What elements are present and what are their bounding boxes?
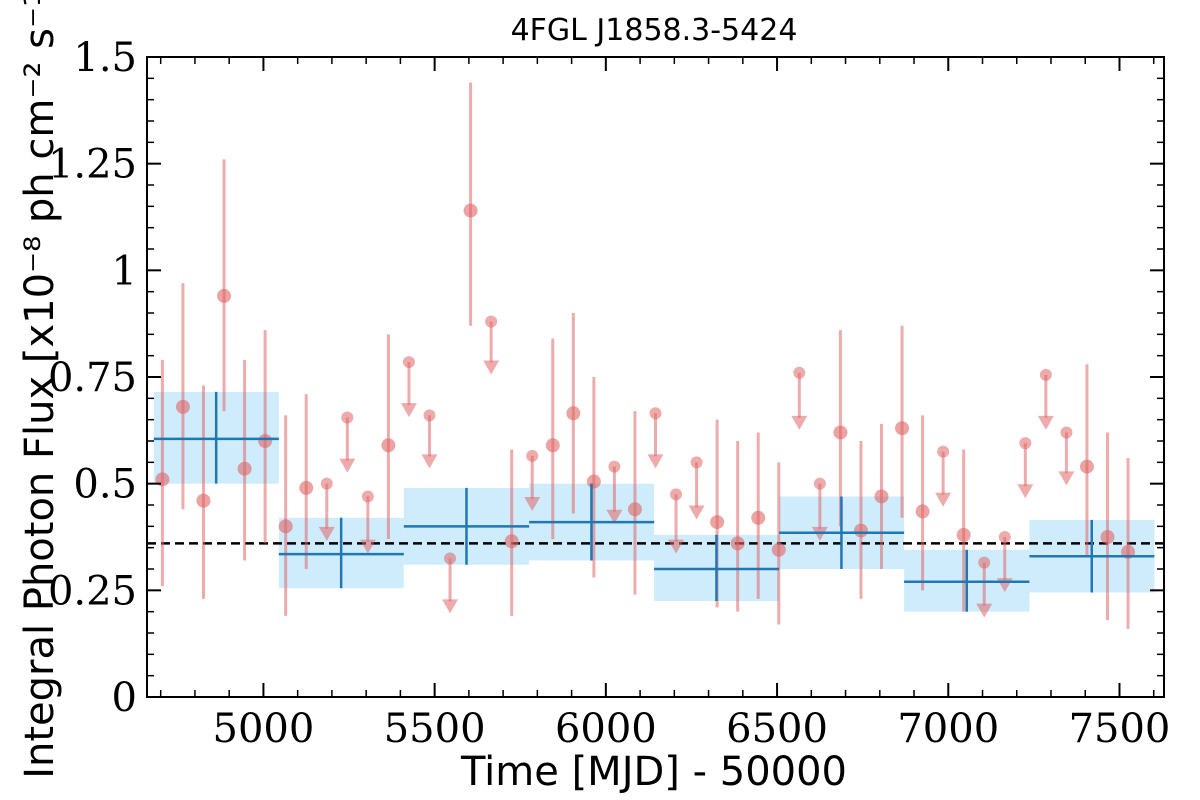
upper-limit-point (423, 409, 436, 422)
upper-limit-point (690, 456, 703, 469)
x-tick-label: 6500 (726, 706, 828, 752)
detection-point (545, 438, 560, 453)
upper-limit-arrow (483, 360, 500, 375)
y-tick-label: 0.5 (73, 462, 137, 508)
detection-point (196, 493, 211, 508)
upper-limit-arrow (791, 415, 808, 430)
upper-limit-arrow (647, 454, 664, 469)
detection-point (237, 461, 252, 476)
upper-limit-arrow (1058, 471, 1075, 486)
detection-point (1100, 530, 1115, 544)
y-tick-label: 1 (112, 248, 137, 294)
y-tick-label: 0.25 (48, 568, 137, 614)
upper-limit-arrow (339, 458, 356, 473)
x-tick-label: 7500 (1069, 706, 1171, 752)
detection-point (895, 421, 910, 436)
detection-point (627, 502, 642, 517)
upper-limit-point (813, 477, 826, 490)
upper-limit-point (485, 315, 498, 328)
upper-limit-point (998, 531, 1011, 543)
yearly-bin-markers (153, 391, 1155, 612)
y-tick-label: 0.75 (48, 355, 137, 401)
upper-limit-point (608, 460, 621, 473)
upper-limit-point (937, 445, 950, 458)
detection-point (504, 534, 519, 549)
detection-point (710, 515, 725, 530)
detection-point (566, 406, 581, 421)
detection-point (463, 203, 478, 218)
upper-limit-point (649, 407, 662, 420)
detection-point (258, 434, 273, 448)
upper-limit-point (978, 556, 991, 569)
upper-limit-arrow (668, 539, 685, 554)
detection-point (175, 399, 190, 414)
upper-limit-point (670, 488, 683, 501)
upper-limit-point (320, 477, 333, 490)
upper-limit-point (444, 552, 457, 565)
y-axis-label: Integral Photon Flux [x10⁻⁸ ph cm⁻² s⁻¹] (17, 0, 63, 779)
upper-limit-arrow (1017, 484, 1034, 499)
detection-point (586, 474, 601, 489)
upper-limit-point (402, 356, 415, 369)
detection-point (751, 510, 766, 525)
chart-title: 4FGL J1858.3-5424 (511, 13, 798, 48)
y-tick-label: 1.25 (48, 142, 137, 188)
y-tick-label: 1.5 (73, 35, 137, 81)
detection-point (956, 527, 971, 542)
upper-limit-point (1060, 426, 1073, 439)
detection-point (730, 536, 745, 551)
x-tick-label: 7000 (897, 706, 999, 752)
upper-limit-arrow (976, 603, 993, 618)
upper-limit-arrow (421, 454, 438, 469)
upper-limit-point (341, 411, 354, 424)
axis-ticks: 5000 5500 6000 6500 7000 7500 0 0.25 0.5 0.75 1 1.2… (48, 35, 1170, 752)
upper-limit-arrow (400, 403, 417, 418)
detection-point (853, 523, 868, 538)
detection-point (1079, 459, 1094, 474)
upper-limit-arrow (524, 497, 541, 511)
x-tick-label: 5000 (213, 706, 315, 752)
upper-limit-arrow (606, 509, 623, 524)
upper-limit-arrow (1037, 415, 1054, 430)
upper-limit-arrow (935, 492, 952, 507)
detection-point (278, 519, 293, 534)
detection-point (381, 438, 396, 453)
detection-point (217, 288, 232, 303)
x-tick-label: 6000 (555, 706, 657, 752)
upper-limit-point (526, 449, 539, 462)
upper-limit-arrow (359, 539, 376, 554)
upper-limit-arrow (688, 505, 705, 520)
detection-point (299, 480, 314, 495)
upper-limit-point (361, 490, 374, 503)
detection-point (915, 504, 930, 519)
detection-point (833, 425, 848, 440)
y-tick-label: 0 (112, 675, 137, 721)
x-tick-label: 5500 (384, 706, 486, 752)
upper-limit-point (793, 366, 806, 379)
detection-point (874, 489, 889, 504)
x-axis-label: Time [MJD] - 50000 (460, 749, 847, 795)
upper-limit-arrow (318, 526, 335, 541)
upper-limit-point (1019, 437, 1032, 450)
upper-limit-arrow (442, 599, 459, 614)
detection-point (771, 542, 786, 557)
upper-limit-point (1039, 368, 1052, 381)
